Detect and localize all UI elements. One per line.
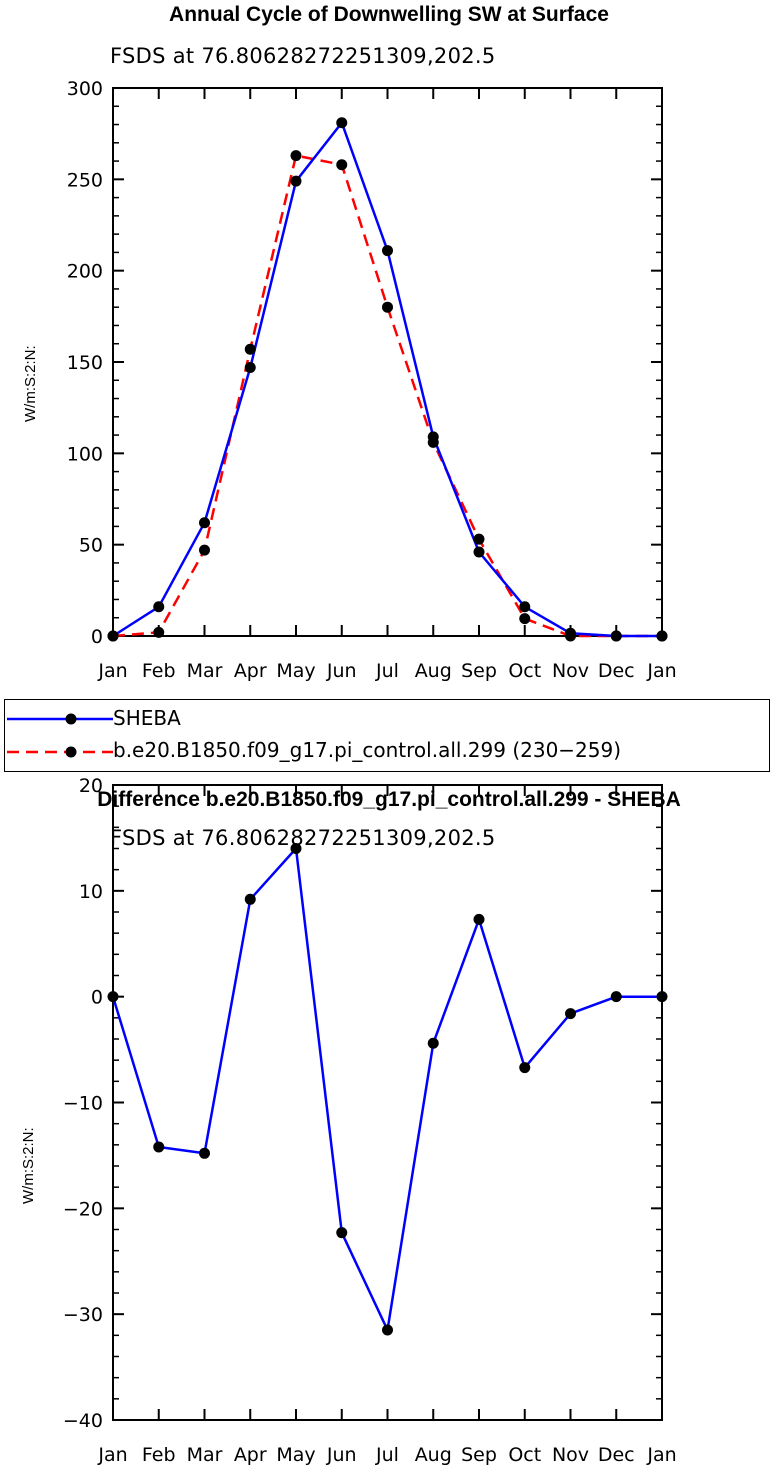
chart2-ytick-label: −10 [63, 1093, 103, 1115]
chart2-series-1-point [290, 843, 302, 854]
chart1-xtick-label: May [276, 660, 315, 682]
chart1-legend: SHEBA b.e20.B1850.f09_g17.pi_control.all… [4, 699, 770, 772]
chart2-series-1-point [427, 1037, 439, 1049]
chart2-series-1-point [473, 913, 485, 925]
chart2-xtick-label: Sep [461, 1444, 497, 1466]
chart1-series-1-point [473, 546, 485, 558]
chart1-series-2-point [519, 613, 531, 625]
chart1-series-1-point [519, 601, 531, 613]
chart1-xtick-label: Sep [461, 660, 497, 682]
chart2-series-1-point [336, 1227, 348, 1239]
chart1-xtick-label: Apr [234, 660, 267, 682]
chart2-series-1-point [519, 1062, 531, 1074]
chart1-series-1-point [382, 245, 393, 257]
chart1-title: Annual Cycle of Downwelling SW at Surfac… [169, 3, 609, 26]
chart2-series-1-point [107, 991, 119, 1003]
chart1-series-2-point [290, 150, 302, 162]
chart2-xtick-label: Jan [646, 1444, 676, 1466]
chart1-ytick-label: 150 [67, 352, 103, 374]
chart1-xtick-label: Nov [552, 660, 589, 682]
chart2-xtick-label: May [276, 1444, 315, 1466]
chart1-xtick-label: Oct [508, 660, 541, 682]
chart1-xtick-label: Jan [97, 660, 127, 682]
chart2-series-1-point [656, 991, 668, 1003]
chart1-ytick-label: 300 [67, 78, 103, 100]
chart2-subtitle: FSDS at 76.80628272251309,202.5 [110, 826, 496, 850]
chart1-xtick-label: Jan [646, 660, 676, 682]
chart1-series-1-point [199, 517, 210, 529]
legend-sheba-label: SHEBA [113, 706, 181, 730]
chart2-xtick-label: Dec [598, 1444, 635, 1466]
chart1-series-2-point [336, 159, 348, 171]
chart1-series-2-point [382, 301, 393, 313]
chart2-ytick-label: −40 [63, 1410, 103, 1432]
chart2-xtick-label: Aug [415, 1444, 452, 1466]
chart1-ytick-label: 250 [67, 169, 103, 191]
chart1-series-2-point [107, 630, 119, 642]
chart1-series-2-point [244, 343, 256, 355]
chart2-series-1-line [111, 847, 662, 1332]
chart2-series-1-point [565, 1008, 576, 1020]
chart2-ytick-label: 0 [91, 987, 103, 1009]
chart1-ytick-label: 200 [67, 261, 103, 283]
chart1-ytick-label: 0 [91, 626, 103, 648]
chart1-series-1-point [290, 175, 302, 187]
chart2-ytick-label: −30 [63, 1304, 103, 1326]
chart2-ytick-label: −20 [63, 1198, 103, 1220]
chart1-series-2-point [153, 626, 165, 638]
chart1-xtick-label: Mar [187, 660, 223, 682]
chart1-xtick-label: Jun [326, 660, 357, 682]
chart2-series-1-point [244, 893, 256, 905]
chart1-series-2-line [112, 154, 662, 638]
chart1-ytick-label: 50 [79, 535, 103, 557]
chart2-xtick-label: Mar [187, 1444, 223, 1466]
chart1-ytick-label: 100 [67, 443, 103, 465]
legend-model-marker [65, 746, 77, 758]
legend-model-label: b.e20.B1850.f09_g17.pi_control.all.299 (… [113, 738, 622, 762]
chart1-series-2-point [199, 544, 210, 556]
chart2-xtick-label: Feb [142, 1444, 176, 1466]
chart2-xtick-label: Jan [97, 1444, 127, 1466]
chart2-series-1-point [382, 1324, 393, 1336]
chart2-xtick-label: Nov [552, 1444, 589, 1466]
chart2-xtick-label: Jul [375, 1444, 399, 1466]
chart1-series-1-line [112, 121, 662, 638]
chart2-title: Difference b.e20.B1850.f09_g17.pi_contro… [97, 788, 681, 811]
chart1-xtick-label: Jul [375, 660, 399, 682]
chart1-series-1-point [336, 117, 348, 129]
chart1-series-2-point [565, 630, 576, 642]
chart2-ytick-label: 10 [79, 881, 103, 903]
chart2-ytick-label: 20 [79, 775, 103, 797]
chart1-series-1-point [244, 361, 256, 373]
chart1-plot-frame [112, 87, 663, 637]
chart2-series-1-point [610, 991, 622, 1003]
chart1-series-2-point [427, 436, 439, 448]
chart1-subtitle: FSDS at 76.80628272251309,202.5 [110, 44, 496, 68]
chart2-xtick-label: Jun [326, 1444, 357, 1466]
chart2-series-1-point [153, 1141, 165, 1153]
chart2-series-1-point [199, 1147, 210, 1159]
legend-sheba-marker [65, 713, 77, 725]
chart2-xtick-label: Oct [508, 1444, 541, 1466]
chart1-xtick-label: Feb [142, 660, 176, 682]
chart1-xtick-label: Dec [598, 660, 635, 682]
chart1-xtick-label: Aug [415, 660, 452, 682]
chart1-series-2-point [656, 630, 668, 642]
chart1-series-1-point [153, 601, 165, 613]
chart2-xtick-label: Apr [234, 1444, 267, 1466]
chart1-series-2-point [473, 533, 485, 545]
chart1-series-2-point [610, 630, 622, 642]
